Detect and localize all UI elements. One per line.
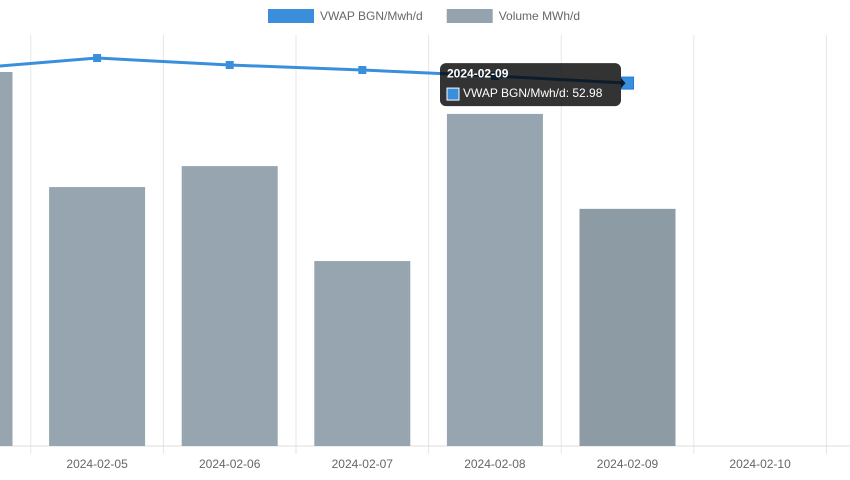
x-tick-label: 2024-02-10	[729, 457, 791, 471]
tooltip-caret	[621, 78, 626, 89]
x-tick-label: 2024-02-09	[597, 457, 659, 471]
bar	[0, 71, 13, 447]
x-tick-label: 2024-02-07	[332, 457, 394, 471]
tooltip-series: VWAP BGN/Mwh/d	[463, 86, 566, 100]
legend-label: VWAP BGN/Mwh/d	[320, 9, 423, 23]
tooltip-value: 52.98	[572, 86, 602, 100]
point	[358, 66, 367, 75]
legend-swatch	[446, 9, 493, 23]
tooltip-swatch	[446, 87, 460, 101]
tooltip: 2024-02-09 VWAP BGN/Mwh/d: 52.98	[440, 63, 626, 107]
point	[93, 54, 102, 63]
tooltip-title: 2024-02-09	[447, 66, 509, 80]
bar	[181, 166, 278, 446]
bar	[314, 261, 411, 446]
tooltip-body: VWAP BGN/Mwh/d: 52.98	[463, 86, 603, 100]
x-tick-label: 2024-02-05	[66, 457, 128, 471]
point	[225, 61, 234, 70]
bar	[579, 208, 676, 446]
legend-label: Volume MWh/d	[499, 9, 580, 23]
x-tick-label: 2024-02-08	[464, 457, 526, 471]
legend-swatch	[268, 9, 314, 23]
tooltip-box	[440, 63, 621, 107]
x-tick-label: 2024-02-06	[199, 457, 261, 471]
tooltip-sep: :	[566, 86, 573, 100]
bar	[49, 187, 146, 446]
bar	[446, 113, 543, 447]
